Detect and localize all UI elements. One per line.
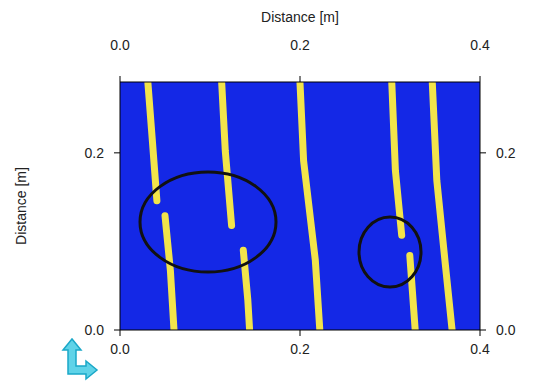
svg-text:Distance [m]: Distance [m] <box>261 9 339 25</box>
svg-text:0.0: 0.0 <box>85 322 105 338</box>
svg-text:0.4: 0.4 <box>470 37 490 53</box>
svg-text:Distance [m]: Distance [m] <box>13 167 29 245</box>
svg-text:0.0: 0.0 <box>496 322 516 338</box>
svg-text:0.0: 0.0 <box>110 341 130 357</box>
svg-text:0.2: 0.2 <box>496 145 516 161</box>
svg-text:0.4: 0.4 <box>470 341 490 357</box>
svg-text:0.2: 0.2 <box>290 37 310 53</box>
svg-text:0.2: 0.2 <box>290 341 310 357</box>
svg-text:0.0: 0.0 <box>110 37 130 53</box>
svg-text:0.2: 0.2 <box>85 145 105 161</box>
